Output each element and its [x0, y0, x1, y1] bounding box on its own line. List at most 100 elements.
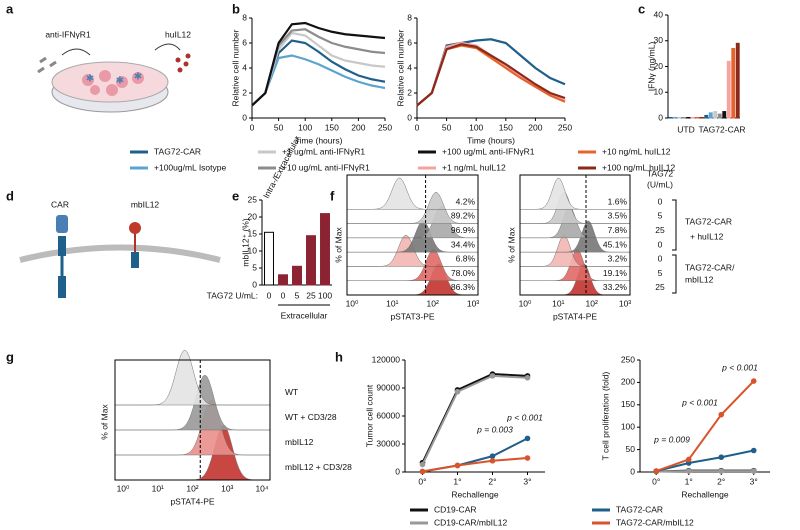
series-line — [422, 457, 528, 473]
percent-label: 4.2% — [456, 196, 476, 206]
panel-label: b — [232, 1, 240, 16]
y-tick-label: 0 — [407, 112, 412, 122]
percent-label: 7.8% — [608, 225, 628, 235]
svg-text:✱: ✱ — [86, 74, 94, 85]
y-tick-label: 0 — [252, 279, 257, 289]
y-tick-label: 25 — [248, 194, 258, 204]
series-line — [251, 21, 386, 107]
x-tick-label: 100 — [469, 122, 483, 132]
dose-label: 0 — [658, 196, 663, 206]
x-tick-label: 10³ — [221, 483, 233, 493]
frame — [114, 359, 271, 481]
bar — [677, 116, 682, 119]
x-tick-label: 0 — [281, 290, 286, 300]
y-tick-label: 0 — [658, 112, 663, 122]
y-tick-label: 120000 — [372, 354, 401, 364]
percent-label: 78.0% — [451, 268, 476, 278]
y-tick-label: 0 — [242, 112, 247, 122]
point — [454, 462, 461, 469]
x-tick-label: 2° — [717, 476, 725, 486]
y-axis-label: Relative cell number — [230, 29, 240, 106]
point — [685, 468, 692, 474]
histogram — [115, 399, 270, 456]
panel-label: a — [6, 1, 14, 16]
percent-label: 6.8% — [456, 254, 476, 264]
y-axis-label: Relative cell number — [395, 29, 405, 106]
histogram — [115, 349, 270, 406]
bar — [686, 116, 691, 119]
dose-label: 5 — [658, 211, 663, 221]
point — [750, 447, 757, 454]
legend-label: TAG72-CAR/mbIL12 — [616, 517, 694, 527]
annotation: p = 0.009 — [653, 434, 690, 444]
y-axis-label: T cell proliferation (fold) — [600, 372, 610, 461]
y-tick-label: 40 — [654, 9, 664, 19]
panel-label: c — [638, 1, 645, 16]
point — [685, 456, 692, 463]
x-axis-label: pSTAT4-PE — [170, 496, 214, 506]
diagram-label: huIL12 — [165, 29, 191, 39]
bar — [278, 274, 288, 286]
series-line — [416, 43, 566, 107]
y-tick-label: 90000 — [376, 382, 400, 392]
percent-label: 3.2% — [608, 254, 628, 264]
group-label: + huIL12 — [690, 231, 724, 241]
y-axis-label: IFNγ (ng/mL) — [646, 42, 656, 92]
x-tick-label: 10² — [427, 298, 439, 308]
x-axis-label: Rechallenge — [681, 489, 729, 499]
x-tick-label: 10⁰ — [117, 483, 130, 493]
dose-label: 5 — [658, 268, 663, 278]
percent-label: 3.5% — [608, 211, 628, 221]
bar — [717, 113, 722, 119]
point — [653, 468, 660, 474]
x-tick-label: 3° — [750, 476, 758, 486]
point — [524, 455, 531, 461]
percent-label: 89.2% — [451, 211, 476, 221]
percent-label: 86.3% — [451, 282, 476, 292]
point — [718, 411, 725, 418]
legend-label: +100ug/mL Isotype — [154, 162, 226, 172]
x-tick-label: 250 — [378, 122, 392, 132]
y-tick-label: 20 — [248, 211, 258, 221]
x-axis-label: pSTAT3-PE — [390, 311, 434, 321]
x-tick-label: 200 — [528, 122, 542, 132]
svg-text:✱: ✱ — [116, 76, 124, 87]
row-label: WT — [285, 387, 298, 397]
y-tick-label: 6 — [242, 37, 247, 47]
bar — [264, 231, 274, 286]
bar — [722, 111, 727, 119]
series-line — [655, 380, 755, 473]
point — [750, 378, 757, 384]
x-tick-label: 5 — [295, 290, 300, 300]
y-axis-label: Tumor cell count — [364, 384, 374, 447]
x-tick-label: 0 — [415, 122, 420, 132]
x-tick-label: 200 — [351, 122, 365, 132]
y-tick-label: 10 — [248, 245, 258, 255]
x-tick-label: 10¹ — [552, 298, 564, 308]
x-tick-label: 0 — [267, 290, 272, 300]
y-tick-label: 150 — [621, 399, 635, 409]
histogram — [347, 220, 478, 253]
legend-label: TAG72-CAR — [616, 504, 663, 514]
panel-label: f — [330, 188, 335, 203]
percent-label: 45.1% — [603, 239, 628, 249]
series-line — [251, 54, 386, 107]
annotation: p < 0.001 — [681, 397, 718, 407]
x-tick-label: 150 — [325, 122, 339, 132]
x-tick-label: 10⁰ — [519, 298, 532, 308]
y-tick-label: 4 — [242, 62, 247, 72]
percent-label: 96.9% — [451, 225, 476, 235]
x-tick-label: 50 — [442, 122, 452, 132]
legend-label: +100 ug/mL anti-IFNγR1 — [442, 146, 535, 156]
dose-label: 0 — [658, 239, 663, 249]
series-line — [421, 374, 528, 465]
bracket — [672, 199, 677, 251]
y-tick-label: 100 — [621, 421, 635, 431]
bar — [292, 265, 302, 286]
point — [419, 461, 426, 468]
y-tick-label: 2 — [242, 87, 247, 97]
y-tick-label: 10 — [654, 87, 664, 97]
x-tick-label: 10⁰ — [346, 298, 359, 308]
diagram-label: mbIL12 — [131, 199, 160, 209]
